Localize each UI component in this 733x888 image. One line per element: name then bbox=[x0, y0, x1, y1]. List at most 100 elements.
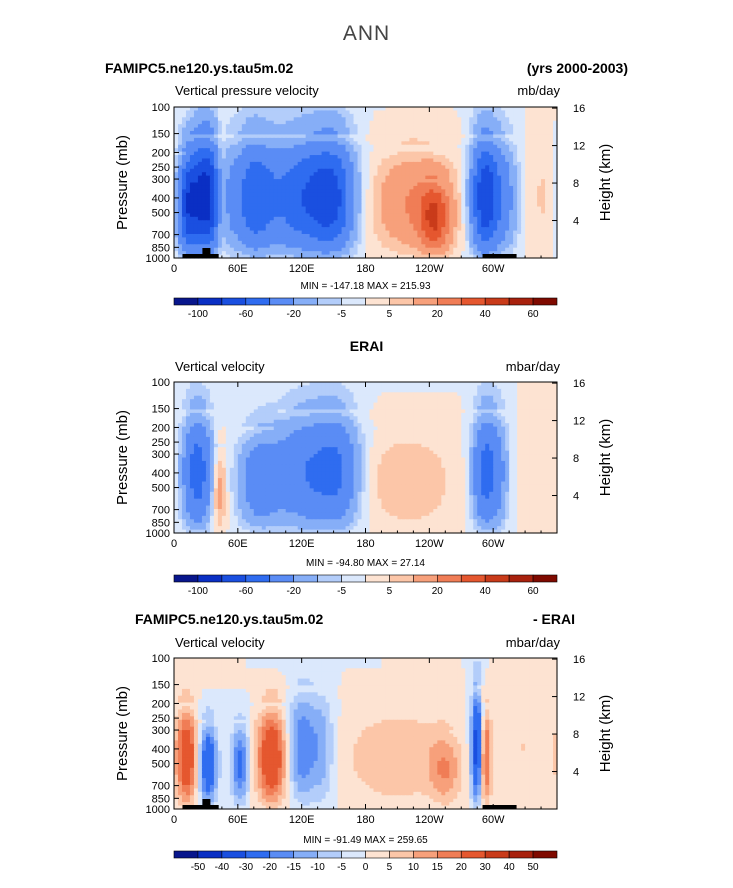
field-cell bbox=[469, 107, 474, 112]
field-cell bbox=[225, 209, 231, 214]
field-cell bbox=[237, 233, 243, 239]
field-cell bbox=[345, 230, 351, 235]
field-cell bbox=[281, 227, 287, 232]
field-cell bbox=[329, 206, 335, 211]
field-cell bbox=[221, 158, 227, 163]
field-cell bbox=[413, 124, 418, 129]
field-cell bbox=[481, 399, 486, 404]
field-cell bbox=[545, 395, 550, 400]
field-cell bbox=[197, 209, 203, 214]
field-cell bbox=[297, 402, 303, 407]
field-cell bbox=[413, 192, 418, 197]
field-cell bbox=[361, 199, 367, 204]
field-cell bbox=[381, 141, 387, 146]
field-cell bbox=[225, 113, 231, 118]
field-cell bbox=[445, 107, 450, 112]
field-cell bbox=[505, 213, 510, 218]
field-cell bbox=[533, 144, 538, 149]
field-cell bbox=[181, 244, 187, 249]
field-cell bbox=[329, 158, 335, 163]
field-cell bbox=[409, 209, 414, 214]
field-cell bbox=[241, 230, 247, 235]
field-cell bbox=[549, 148, 554, 153]
field-cell bbox=[341, 144, 347, 149]
field-cell bbox=[381, 120, 387, 125]
field-cell bbox=[189, 220, 195, 225]
field-cell bbox=[237, 175, 243, 180]
field-cell bbox=[505, 107, 510, 112]
field-cell bbox=[233, 107, 239, 112]
field-cell bbox=[213, 155, 219, 160]
field-cell bbox=[377, 388, 383, 393]
field-cell bbox=[437, 185, 442, 190]
field-cell bbox=[265, 199, 271, 204]
field-cell bbox=[429, 155, 434, 160]
field-cell bbox=[249, 220, 255, 225]
field-cell bbox=[329, 151, 335, 156]
field-cell bbox=[533, 158, 538, 163]
field-cell bbox=[425, 172, 430, 177]
field-cell bbox=[545, 209, 550, 214]
field-cell bbox=[497, 189, 502, 194]
field-cell bbox=[241, 247, 247, 252]
field-cell bbox=[501, 172, 506, 177]
field-cell bbox=[425, 155, 430, 160]
field-cell bbox=[553, 158, 558, 163]
field-cell bbox=[317, 237, 323, 242]
field-cell bbox=[349, 158, 355, 163]
field-cell bbox=[329, 165, 335, 170]
field-cell bbox=[257, 168, 263, 173]
field-cell bbox=[325, 233, 331, 239]
field-cell bbox=[513, 161, 518, 166]
field-cell bbox=[509, 385, 514, 390]
field-cell bbox=[517, 244, 522, 249]
field-cell bbox=[333, 254, 339, 259]
field-cell bbox=[517, 107, 522, 112]
field-cell bbox=[245, 127, 251, 132]
field-cell bbox=[309, 209, 315, 214]
field-cell bbox=[389, 151, 395, 156]
field-cell bbox=[293, 117, 299, 122]
field-cell bbox=[477, 165, 482, 170]
field-cell bbox=[545, 127, 550, 132]
field-cell bbox=[441, 223, 446, 228]
field-cell bbox=[541, 141, 546, 146]
field-cell bbox=[293, 385, 299, 390]
field-cell bbox=[197, 179, 203, 184]
figure-title: ANN bbox=[342, 22, 391, 45]
field-cell bbox=[225, 182, 231, 187]
field-cell bbox=[265, 196, 271, 201]
field-cell bbox=[553, 137, 558, 142]
field-cell bbox=[421, 161, 426, 166]
field-cell bbox=[261, 175, 267, 180]
field-cell bbox=[309, 399, 315, 404]
field-cell bbox=[205, 137, 211, 142]
field-cell bbox=[417, 382, 422, 387]
field-cell bbox=[205, 388, 211, 393]
field-cell bbox=[377, 216, 383, 221]
field-cell bbox=[465, 209, 470, 214]
field-cell bbox=[401, 141, 406, 146]
field-cell bbox=[413, 182, 418, 187]
field-cell bbox=[473, 203, 478, 208]
field-cell bbox=[405, 189, 410, 194]
field-cell bbox=[457, 209, 462, 214]
field-cell bbox=[437, 206, 442, 211]
field-cell bbox=[477, 131, 482, 136]
field-cell bbox=[177, 203, 183, 208]
field-cell bbox=[185, 110, 191, 115]
field-cell bbox=[225, 189, 231, 194]
field-cell bbox=[245, 137, 251, 142]
field-cell bbox=[413, 223, 418, 228]
field-cell bbox=[437, 388, 442, 393]
field-cell bbox=[285, 244, 291, 249]
field-cell bbox=[193, 399, 199, 404]
field-cell bbox=[201, 120, 207, 125]
field-cell bbox=[445, 110, 450, 115]
field-cell bbox=[505, 203, 510, 208]
field-cell bbox=[285, 399, 291, 404]
field-cell bbox=[221, 395, 227, 400]
field-cell bbox=[481, 209, 486, 214]
field-cell bbox=[361, 216, 367, 221]
field-cell bbox=[189, 382, 195, 387]
